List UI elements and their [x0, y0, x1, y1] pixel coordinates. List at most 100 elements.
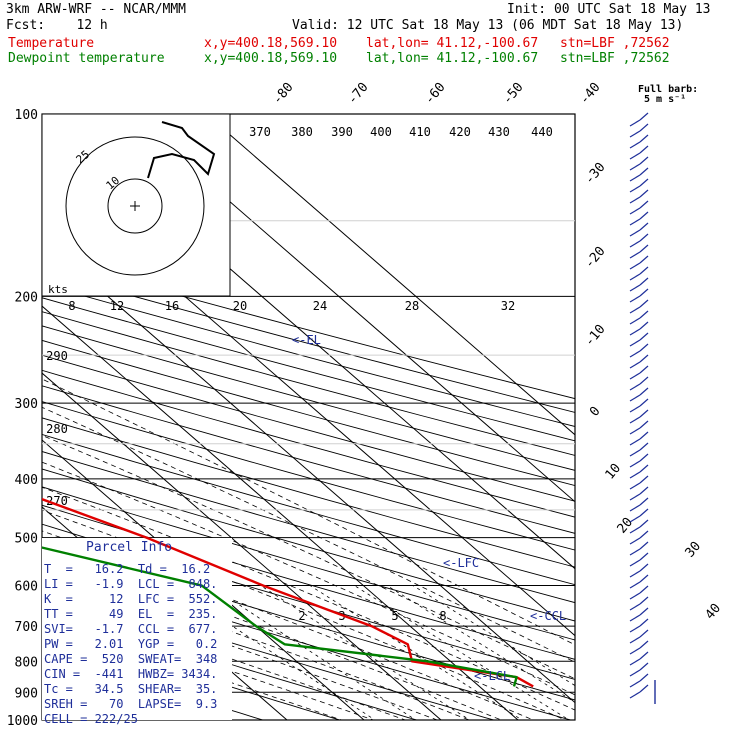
- dry-adiabat: [42, 504, 575, 660]
- isotherm-line: [205, 114, 575, 436]
- isotherm-line: [42, 238, 575, 704]
- wind-barb: [629, 570, 641, 578]
- annotation-lfc: <-LFC: [443, 556, 479, 570]
- wind-barb: [629, 515, 641, 523]
- mixing-ratio-line: [354, 585, 570, 720]
- dry-adiabat: [42, 354, 575, 502]
- wind-barb-flag: [639, 420, 649, 429]
- theta-label: 420: [449, 125, 471, 139]
- legend-dewpoint-latlon: lat,lon= 41.12,-100.67: [366, 51, 539, 66]
- wind-barb-flag: [639, 486, 649, 495]
- legend-temperature-stn: stn=LBF ,72562: [560, 36, 670, 51]
- isotherm-label: 0: [587, 404, 604, 420]
- hodograph-unit-label: kts: [48, 283, 68, 296]
- mixing-ratio-line: [309, 585, 523, 720]
- theta-label: 370: [249, 125, 271, 139]
- wind-barb: [629, 130, 641, 138]
- wind-barb: [629, 405, 641, 413]
- wind-barb: [629, 548, 641, 556]
- wind-barb: [629, 581, 641, 589]
- wind-barb: [629, 680, 641, 688]
- wind-barb-flag: [639, 255, 649, 264]
- isotherm-label: -70: [345, 80, 372, 108]
- wind-barb-flag: [639, 585, 649, 594]
- dry-adiabat: [42, 325, 575, 471]
- theta-label: 430: [488, 125, 510, 139]
- wind-barb-flag: [639, 145, 649, 154]
- wind-barb-flag: [639, 277, 649, 286]
- dry-adiabat: [42, 468, 575, 622]
- wind-barb: [629, 471, 641, 479]
- wind-barb: [629, 592, 641, 600]
- parcel-row-pw: PW = 2.01 YGP = 0.2: [44, 637, 218, 651]
- pressure-label: 900: [15, 686, 38, 701]
- valid-time: Valid: 12 UTC Sat 18 May 13 (06 MDT Sat …: [292, 18, 684, 33]
- hodograph-trace: [147, 121, 216, 179]
- parcel-row-cin: CIN = -441 HWBZ= 3434.: [44, 667, 218, 681]
- wind-barb: [629, 119, 641, 127]
- isotherm-label: -40: [577, 80, 604, 108]
- wind-barb-flag: [639, 189, 649, 198]
- pressure-label: 300: [15, 397, 38, 412]
- wind-barb: [629, 328, 641, 336]
- isotherm-label: -60: [422, 80, 449, 108]
- wind-barb: [629, 691, 641, 699]
- isotherm-label: -50: [500, 80, 527, 108]
- legend-dewpoint-stn: stn=LBF ,72562: [560, 51, 670, 66]
- wind-barb-flag: [639, 497, 649, 506]
- wind-barb-flag: [639, 464, 649, 473]
- moist-adiabat: [42, 378, 575, 646]
- wind-barb: [629, 603, 641, 611]
- dry-adiabat: [42, 486, 575, 641]
- theta-label: 280: [46, 422, 68, 436]
- dry-adiabat: [42, 311, 575, 456]
- wind-barb: [629, 163, 641, 171]
- hodograph-ring: [107, 178, 163, 234]
- wind-barb: [629, 284, 641, 292]
- mixing-ratio-label: 5: [391, 609, 398, 623]
- dry-adiabat: [42, 257, 575, 400]
- mixing-ratio-line: [386, 585, 575, 703]
- wind-barb-flag: [639, 475, 649, 484]
- wind-barb-flag: [639, 596, 649, 605]
- wind-barb: [629, 383, 641, 391]
- wind-barb-flag: [639, 684, 649, 693]
- barb-key-line2: 5 m s⁻¹: [644, 94, 687, 105]
- wind-barb: [629, 658, 641, 666]
- legend-dewpoint-xy: x,y=400.18,569.10: [204, 51, 338, 66]
- hodograph-axis-label: 16: [165, 299, 179, 313]
- wind-barb-flag: [639, 519, 649, 528]
- wind-barb: [629, 559, 641, 567]
- hodograph-axis-label: 20: [233, 299, 247, 313]
- wind-barb: [629, 614, 641, 622]
- wind-barb: [629, 306, 641, 314]
- isotherm-label: -80: [270, 80, 297, 108]
- annotation-el: <-EL: [292, 333, 321, 347]
- wind-barb: [629, 361, 641, 369]
- wind-barb: [629, 372, 641, 380]
- wind-barb-flag: [639, 508, 649, 517]
- hodograph-axis-label: 28: [405, 299, 419, 313]
- wind-barb-flag: [639, 211, 649, 220]
- dry-adiabat: [42, 451, 575, 604]
- wind-barb: [629, 647, 641, 655]
- wind-barb-flag: [639, 640, 649, 649]
- wind-barb: [629, 218, 641, 226]
- wind-barb: [629, 526, 641, 534]
- pressure-label: 800: [15, 655, 38, 670]
- wind-barb-flag: [639, 266, 649, 275]
- wind-barb: [629, 229, 641, 237]
- wind-barb: [629, 251, 641, 259]
- parcel-info-title: Parcel Info: [86, 540, 173, 555]
- wind-barb: [629, 537, 641, 545]
- model-title: 3km ARW-WRF -- NCAR/MMM: [6, 2, 187, 17]
- wind-barb: [629, 174, 641, 182]
- wind-barb-flag: [639, 574, 649, 583]
- wind-barb: [629, 449, 641, 457]
- dry-adiabat: [42, 297, 575, 442]
- theta-label: 440: [531, 125, 553, 139]
- parcel-row-svi: SVI= -1.7 CCL = 677.: [44, 622, 218, 636]
- temperature-line: [42, 497, 534, 688]
- mixing-ratio-line: [260, 585, 471, 720]
